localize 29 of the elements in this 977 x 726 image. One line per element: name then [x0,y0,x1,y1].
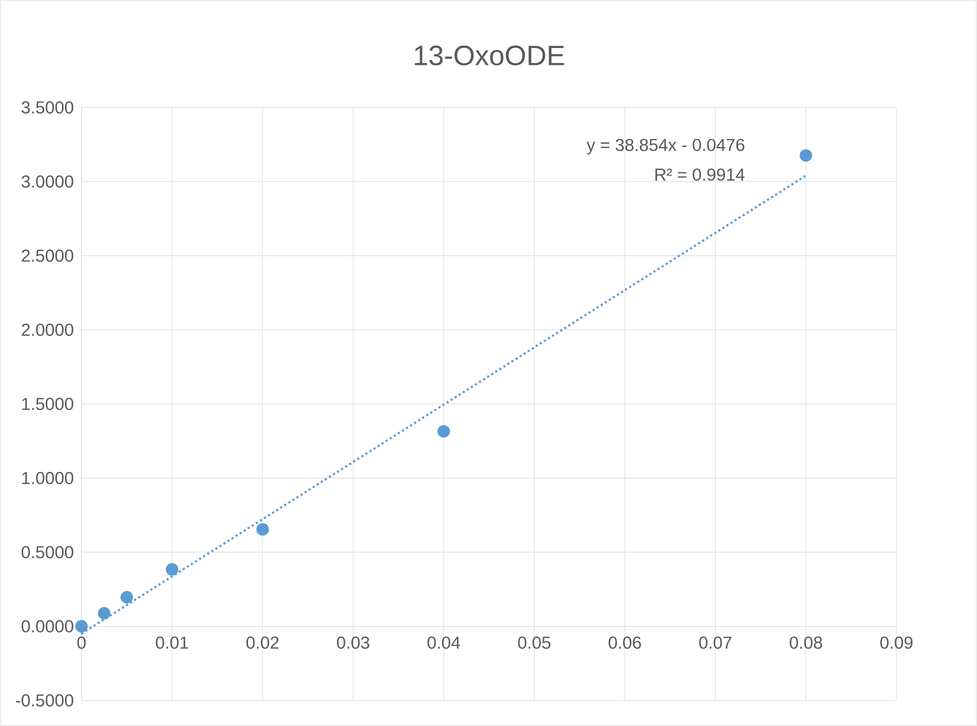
x-tick-label: 0.06 [608,636,641,649]
point [98,606,110,620]
y-tick-label: 0.5000 [22,546,74,558]
point [256,523,269,536]
x-tick-label: 0.08 [790,636,822,649]
y-tick-label: 1.5000 [22,398,74,410]
x-tick-label: 0.04 [428,636,460,649]
point [120,590,134,604]
y-tick-label: 3.5000 [22,101,74,114]
annotation: y = 38.854x - 0.0476 [586,138,744,155]
point [437,425,450,438]
x-tick-label: 0.09 [880,636,913,649]
chart-title: 13-OxoODE [414,46,564,66]
x-tick-label: 0 [77,636,86,649]
point [166,563,178,576]
x-tick-label: 0.03 [336,636,370,649]
y-tick-label: 2.5000 [22,250,74,262]
x-tick-label: 0.02 [246,636,279,649]
x-tick-label: 0.07 [699,636,732,649]
y-tick-label: 0.0000 [22,620,74,632]
x-tick-label: 0.05 [518,636,550,649]
y-tick-label: 1.0000 [22,472,74,484]
y-tick-label: -0.5000 [16,694,74,707]
point [800,149,812,162]
point [75,620,88,633]
annotation: R² = 0.9914 [655,168,745,181]
y-tick-label: 3.0000 [22,175,74,188]
x-tick-label: 0.01 [156,636,188,649]
y-tick-label: 2.0000 [22,324,74,336]
